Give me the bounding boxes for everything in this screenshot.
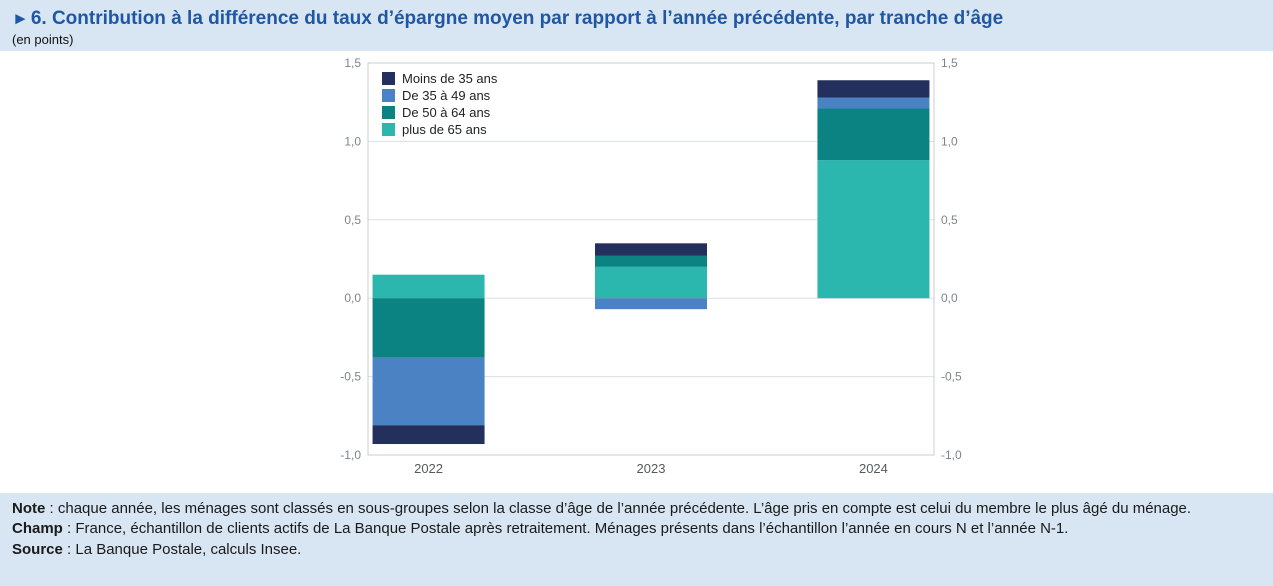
bar-segment <box>595 297 707 309</box>
champ-label: Champ <box>12 520 63 538</box>
bar-segment <box>595 255 707 267</box>
y-tick-label-right: -0,5 <box>941 369 962 383</box>
legend-label: De 50 à 64 ans <box>402 104 491 120</box>
bar-segment <box>817 97 930 109</box>
y-tick-label-left: 1,0 <box>344 134 361 148</box>
legend-label: Moins de 35 ans <box>402 70 498 86</box>
note-label: Note <box>12 499 46 517</box>
legend-swatch <box>382 71 395 85</box>
bar-segment <box>372 274 485 298</box>
legend-swatch <box>382 122 395 136</box>
plot-border <box>367 62 935 456</box>
figure-title: 6. Contribution à la différence du taux … <box>30 8 1004 29</box>
legend-swatch <box>382 88 395 102</box>
figure-notes: Note : chaque année, les ménages sont cl… <box>0 493 1273 565</box>
bar-segment <box>372 425 485 444</box>
figure-subtitle: (en points) <box>12 31 74 47</box>
stacked-bar-chart: -1,0 -1,0 -0,5 -0,5 0,0 0,0 0,5 0,5 1,0 1,0 1,5 1,5… <box>340 56 962 476</box>
legend-swatch <box>382 105 395 119</box>
y-tick-label-right: 1,0 <box>941 134 958 148</box>
figure-header: ► 6. Contribution à la différence du taux… <box>0 0 1273 51</box>
y-tick-label-right: 1,5 <box>941 56 958 70</box>
x-tick-label: 2023 <box>637 461 666 476</box>
bar-segment <box>817 80 930 98</box>
source-line: Source : La Banque Postale, calculs Inse… <box>12 540 1259 560</box>
y-tick-label-right: 0,5 <box>941 213 958 227</box>
source-text: : La Banque Postale, calculs Insee. <box>62 540 302 558</box>
champ-text: : France, échantillon de clients actifs … <box>62 520 1069 538</box>
y-tick-label-left: 0,0 <box>344 291 361 305</box>
legend-item: Moins de 35 ans <box>382 71 497 86</box>
bar-segment <box>372 297 485 358</box>
chart-area: Moins de 35 ans De 35 à 49 ans De 50 à 64 … <box>0 50 1273 493</box>
bar-segment <box>817 160 930 298</box>
bar-segment <box>817 108 930 161</box>
y-tick-label-left: -0,5 <box>340 369 361 383</box>
figure-title-line: ► 6. Contribution à la différence du taux… <box>12 8 1259 31</box>
y-tick-label-left: -1,0 <box>340 448 361 462</box>
x-tick-label: 2024 <box>859 461 888 476</box>
source-label: Source <box>12 540 63 558</box>
legend-label: plus de 65 ans <box>402 121 487 137</box>
bar-segment <box>595 243 707 256</box>
legend-item: De 35 à 49 ans <box>382 88 497 103</box>
note-text: : chaque année, les ménages sont classés… <box>45 499 1192 517</box>
note-line: Note : chaque année, les ménages sont cl… <box>12 499 1259 519</box>
y-tick-label-right: 0,0 <box>941 291 958 305</box>
legend-item: De 50 à 64 ans <box>382 105 497 120</box>
title-arrow-icon: ► <box>12 9 29 28</box>
x-tick-label: 2022 <box>414 461 443 476</box>
y-tick-label-left: 1,5 <box>344 56 361 70</box>
champ-line: Champ : France, échantillon de clients a… <box>12 519 1259 539</box>
chart-legend: Moins de 35 ans De 35 à 49 ans De 50 à 64 … <box>378 68 502 139</box>
bar-segment <box>595 266 707 298</box>
legend-label: De 35 à 49 ans <box>402 87 491 103</box>
bar-segment <box>372 357 485 426</box>
legend-item: plus de 65 ans <box>382 122 497 137</box>
y-tick-label-left: 0,5 <box>344 213 361 227</box>
chart-wrap: Moins de 35 ans De 35 à 49 ans De 50 à 64 … <box>322 51 982 493</box>
y-tick-label-right: -1,0 <box>941 448 962 462</box>
